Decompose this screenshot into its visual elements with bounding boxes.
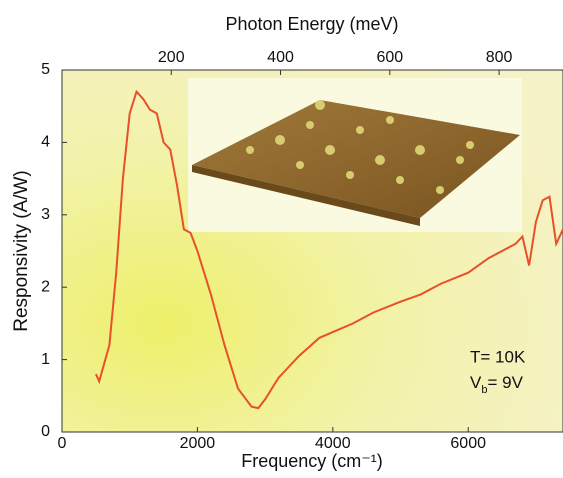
annotation: T= 10K: [470, 347, 526, 366]
y-tick-label: 5: [41, 61, 50, 78]
y-tick-label: 2: [41, 278, 50, 295]
x2-tick-label: 800: [486, 49, 513, 66]
x-tick-label: 2000: [180, 435, 216, 452]
x-tick-label: 0: [58, 435, 67, 452]
y-tick-label: 4: [41, 134, 50, 151]
x-tick-label: 6000: [450, 435, 486, 452]
chart: Frequency (cm⁻¹) Photon Energy (meV) Res…: [0, 0, 563, 473]
x2-axis-label: Photon Energy (meV): [225, 14, 398, 34]
y-tick-label: 0: [41, 423, 50, 440]
x-tick-label: 4000: [315, 435, 351, 452]
annotation: V: [470, 373, 482, 392]
annotation: = 9V: [487, 373, 523, 392]
x-axis-label: Frequency (cm⁻¹): [241, 451, 383, 471]
inset: [188, 78, 522, 232]
x2-tick-label: 600: [376, 49, 403, 66]
y-axis-label: Responsivity (A/W): [11, 170, 32, 332]
y-tick-label: 3: [41, 206, 50, 223]
y-tick-label: 1: [41, 351, 50, 368]
x2-tick-label: 200: [158, 49, 185, 66]
x2-tick-label: 400: [267, 49, 294, 66]
